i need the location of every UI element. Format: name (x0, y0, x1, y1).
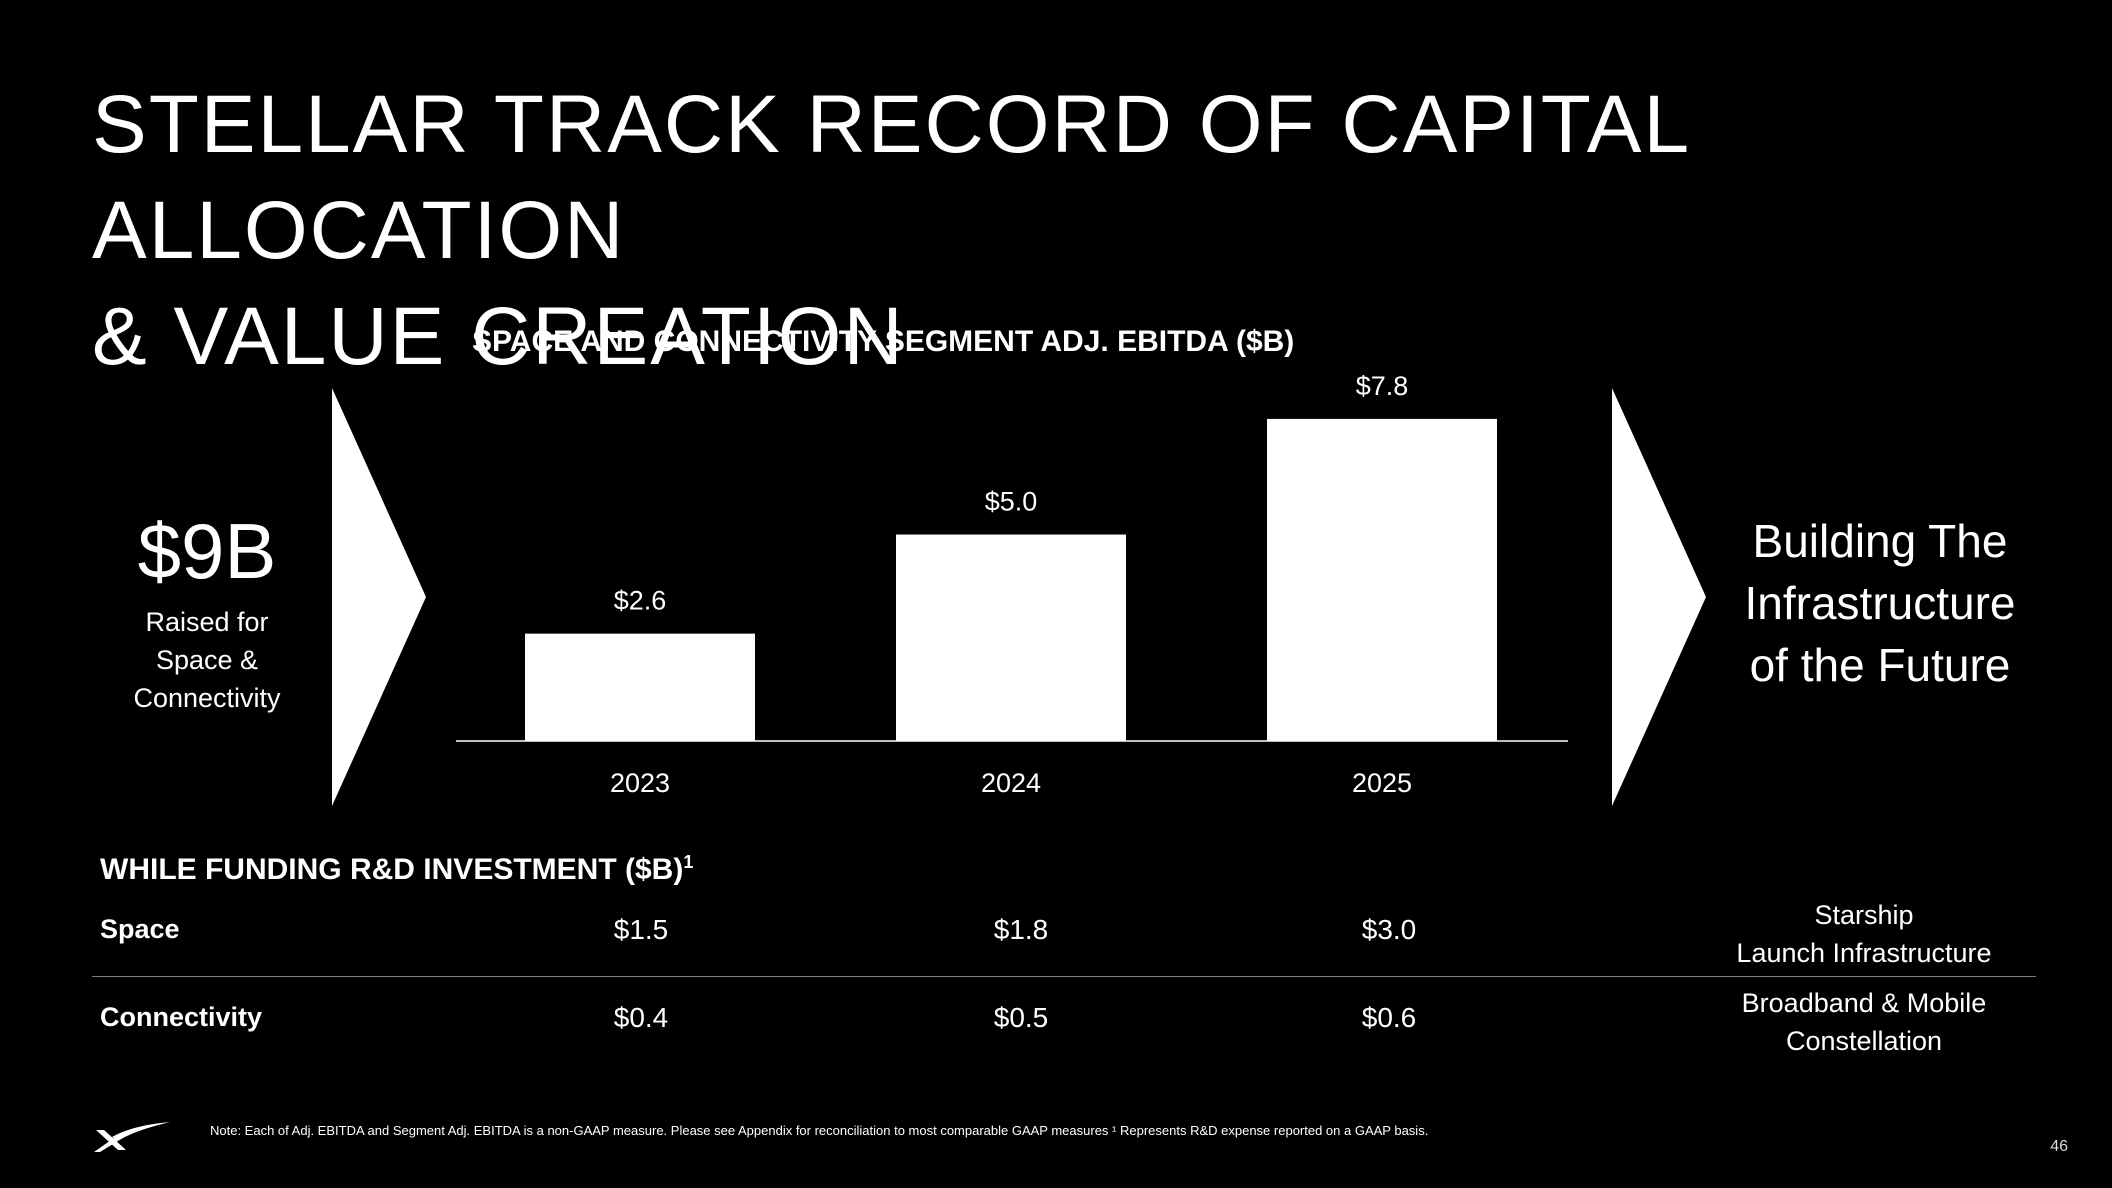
x-tick-label-2023: 2023 (610, 768, 670, 798)
rd-value-2023: $0.4 (613, 1002, 669, 1033)
rd-value-2023: $1.5 (613, 914, 669, 945)
page-number: 46 (2050, 1138, 2068, 1155)
right-chevron-arrow-icon (1612, 388, 1706, 806)
x-tick-label-2025: 2025 (1352, 768, 1412, 798)
x-swoosh-logo-icon (94, 1122, 170, 1152)
rd-value-2024: $0.5 (993, 1002, 1049, 1033)
rd-row-label: Space (100, 914, 180, 944)
slide-title-line-2: & VALUE CREATION (92, 291, 905, 382)
capital-raised-caption: Raised for Space & Connectivity (133, 607, 281, 713)
rd-row-connectivity: Connectivity $0.4 $0.5 $0.6 Broadband & … (92, 976, 2036, 1064)
rd-value-2025: $3.0 (1361, 914, 1417, 945)
future-infrastructure-line-1: Building The (1752, 515, 2008, 567)
rd-footnote-marker: 1 (683, 852, 694, 872)
slide-title: STELLAR TRACK RECORD OF CAPITAL ALLOCATI… (92, 72, 2052, 390)
rd-row-description: Starship Launch Infrastructure (1692, 896, 2036, 972)
slide-title-line-1: STELLAR TRACK RECORD OF CAPITAL ALLOCATI… (92, 79, 1689, 276)
x-tick-label-2024: 2024 (981, 768, 1041, 798)
rd-section-title: WHILE FUNDING R&D INVESTMENT ($B)1 (100, 852, 693, 887)
rd-value-2024: $1.8 (993, 914, 1049, 945)
capital-raised-value: $9B (137, 507, 277, 595)
bar-2025 (1267, 418, 1497, 741)
rd-description-line-1: Broadband & Mobile (1741, 988, 1987, 1018)
future-infrastructure-line-3: of the Future (1749, 639, 2011, 691)
rd-description-line-2: Constellation (1785, 1026, 1943, 1056)
future-infrastructure-line-2: Infrastructure (1744, 577, 2016, 629)
rd-row-label: Connectivity (100, 1002, 263, 1032)
rd-section-title-text: WHILE FUNDING R&D INVESTMENT ($B) (100, 853, 684, 886)
bar-2023 (525, 633, 755, 741)
rd-value-2025: $0.6 (1361, 1002, 1417, 1033)
rd-row-description: Broadband & Mobile Constellation (1692, 984, 2036, 1060)
footnote: Note: Each of Adj. EBITDA and Segment Ad… (210, 1123, 1429, 1138)
bar-2024 (896, 534, 1126, 741)
data-label-2023: $2.6 (614, 586, 667, 616)
future-infrastructure-stat: Building The Infrastructure of the Futur… (1700, 510, 2060, 696)
chart-title: SPACE AND CONNECTIVITY SEGMENT ADJ. EBIT… (472, 325, 1295, 358)
capital-raised-stat: $9B Raised for Space & Connectivity (96, 505, 318, 717)
rd-description-line-1: Starship (1814, 900, 1914, 930)
rd-row-space: Space $1.5 $1.8 $3.0 Starship Launch Inf… (92, 888, 2036, 977)
left-chevron-arrow-icon (332, 388, 426, 806)
rd-description-line-2: Launch Infrastructure (1736, 938, 1992, 968)
data-label-2024: $5.0 (985, 487, 1038, 517)
